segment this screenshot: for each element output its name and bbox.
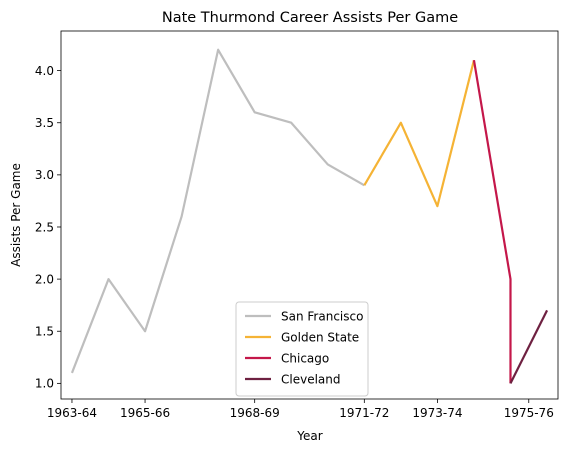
x-tick-label-5: 1975-76 xyxy=(504,406,554,420)
chart-title: Nate Thurmond Career Assists Per Game xyxy=(162,10,458,26)
x-axis-label: Year xyxy=(296,429,322,443)
plot-frame xyxy=(60,30,559,400)
y-tick-label-3: 2.5 xyxy=(35,220,54,234)
series-line-0 xyxy=(70,48,365,374)
legend-label-3: Cleveland xyxy=(281,372,341,386)
x-tick-label-2: 1968-69 xyxy=(230,406,280,420)
legend-label-2: Chicago xyxy=(281,351,329,365)
y-tick-label-4: 3.0 xyxy=(35,168,54,182)
legend-label-1: Golden State xyxy=(281,330,359,344)
y-tick-label-2: 2.0 xyxy=(35,272,54,286)
series-line-3 xyxy=(509,309,549,384)
x-axis: 1963-64 1965-66 1968-69 1971-72 1973-74 1975-… xyxy=(47,399,554,420)
y-tick-label-6: 4.0 xyxy=(35,64,54,78)
x-tick-label-4: 1973-74 xyxy=(412,406,462,420)
legend: San Francisco Golden State Chicago Clevelan… xyxy=(235,301,369,397)
y-tick-label-0: 1.0 xyxy=(35,377,54,391)
x-tick-label-3: 1971-72 xyxy=(339,406,389,420)
y-tick-label-5: 3.5 xyxy=(35,116,54,130)
y-axis-label: Assists Per Game xyxy=(9,163,23,267)
series-layer xyxy=(70,48,549,384)
series-line-2 xyxy=(472,60,512,384)
series-line-1 xyxy=(363,59,476,208)
legend-box xyxy=(235,301,369,397)
y-tick-label-1: 1.5 xyxy=(35,325,54,339)
legend-label-0: San Francisco xyxy=(281,309,363,323)
y-axis: 1.0 1.5 2.0 2.5 3.0 3.5 4.0 xyxy=(35,64,61,391)
x-tick-label-0: 1963-64 xyxy=(47,406,97,420)
x-tick-label-1: 1965-66 xyxy=(120,406,170,420)
